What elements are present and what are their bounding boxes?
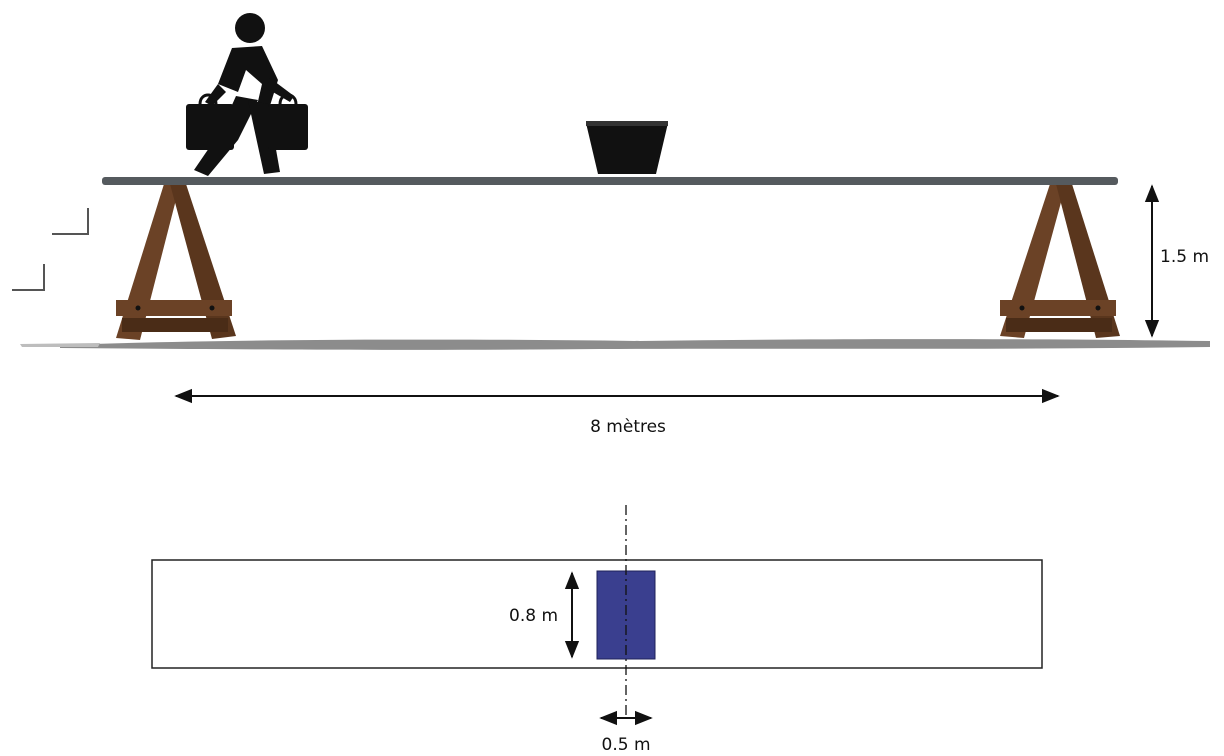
span-dimension: 8 mètres [174, 388, 1060, 437]
ground [20, 339, 1210, 350]
width-label: 0.8 m [509, 606, 558, 626]
stairs [12, 208, 89, 291]
height-dimension: 1.5 m [1144, 184, 1209, 338]
plank [102, 177, 1118, 185]
sawhorse-icon-right [1000, 184, 1120, 338]
height-label: 1.5 m [1160, 247, 1209, 267]
sawhorse-icon-left [116, 184, 236, 340]
span-label: 8 mètres [590, 417, 666, 437]
plank-top-view: 0.8 m 0.5 m [151, 505, 1043, 755]
person-with-bags-icon [186, 13, 308, 176]
depth-label: 0.5 m [602, 735, 651, 755]
bucket-icon [586, 121, 668, 174]
plank-outline [151, 559, 1043, 669]
